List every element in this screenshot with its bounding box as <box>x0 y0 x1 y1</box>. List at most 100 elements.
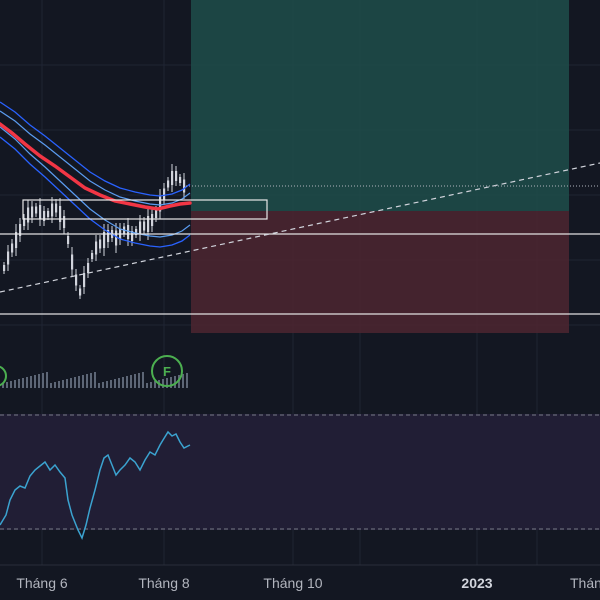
event-marker-f-label: F <box>163 364 171 379</box>
candle-body <box>99 239 102 249</box>
volume-bar <box>98 383 100 388</box>
volume-bar <box>66 379 68 388</box>
volume-bar <box>22 378 24 388</box>
volume-bar <box>138 373 140 388</box>
event-marker-f[interactable]: F <box>151 355 183 387</box>
volume-bar <box>118 378 120 388</box>
profit-zone[interactable] <box>191 0 569 211</box>
candle-body <box>103 232 106 248</box>
volume-bar <box>170 377 172 388</box>
candle-body <box>95 241 98 255</box>
channel-inner-upper-line <box>0 110 191 206</box>
trend-line[interactable] <box>0 162 600 293</box>
volume-bar <box>182 374 184 388</box>
oscillator-line <box>0 430 191 541</box>
x-tick-label: Tháng <box>570 575 600 591</box>
x-tick-label: Tháng 8 <box>138 575 190 591</box>
channel-inner-lower-line <box>0 126 191 238</box>
candle-body <box>11 243 14 253</box>
volume-bar <box>78 376 80 388</box>
candle-body <box>19 224 22 236</box>
candle-body <box>151 214 154 226</box>
oscillator-pane-background <box>0 414 600 530</box>
candle-body <box>75 274 78 286</box>
volume-bar <box>114 379 116 388</box>
channel-outer-upper-line <box>0 101 191 197</box>
candle-body <box>107 230 110 242</box>
candle-body <box>163 188 166 200</box>
volume-bar <box>90 373 92 388</box>
candle-body <box>71 254 74 270</box>
candle-body <box>143 221 146 231</box>
x-tick-label: Tháng 10 <box>263 575 322 591</box>
volume-bar <box>2 383 4 388</box>
x-tick-label-year: 2023 <box>461 575 492 591</box>
volume-bar <box>74 377 76 388</box>
volume-bar <box>34 375 36 388</box>
x-tick-label: Tháng 6 <box>16 575 68 591</box>
candle-body <box>91 253 94 259</box>
volume-bar <box>10 381 12 388</box>
candle-body <box>7 251 10 265</box>
volume-bar <box>122 377 124 388</box>
volume-bar <box>26 377 28 388</box>
volume-bar <box>50 383 52 388</box>
candle-body <box>3 265 6 271</box>
candle-body <box>139 221 142 235</box>
volume-bar <box>154 381 156 388</box>
candle-body <box>87 263 90 273</box>
candle-body <box>175 171 178 181</box>
candle-body <box>51 203 54 217</box>
volume-bar <box>86 374 88 388</box>
volume-bar <box>130 375 132 388</box>
supply-demand-box[interactable] <box>22 199 268 220</box>
candle-body <box>23 218 26 226</box>
range-box[interactable] <box>0 233 600 315</box>
loss-zone[interactable] <box>191 211 569 333</box>
volume-bars <box>2 372 188 388</box>
candle-body <box>47 211 50 217</box>
volume-bar <box>18 379 20 388</box>
candle-body <box>43 211 46 221</box>
volume-bar <box>106 381 108 388</box>
candle-body <box>159 196 162 212</box>
event-marker-e[interactable]: E <box>0 365 7 387</box>
candle-body <box>27 207 30 223</box>
candle-body <box>39 205 42 219</box>
candle-body <box>135 229 138 235</box>
candle-body <box>83 273 86 287</box>
volume-bar <box>42 373 44 388</box>
candle-body <box>35 206 38 214</box>
candle-body <box>59 206 62 222</box>
volume-bar <box>54 382 56 388</box>
volume-bar <box>46 372 48 388</box>
candle-body <box>131 231 134 241</box>
volume-bar <box>110 380 112 388</box>
candle-body <box>15 232 18 248</box>
candle-body <box>183 179 186 193</box>
candle-body <box>167 180 170 188</box>
candle-body <box>55 203 58 213</box>
candle-body <box>179 177 182 183</box>
volume-bar <box>94 372 96 388</box>
candle-body <box>155 210 158 218</box>
volume-bar <box>166 378 168 388</box>
volume-bar <box>38 374 40 388</box>
volume-bar <box>174 376 176 388</box>
moving-average-line <box>0 122 192 211</box>
candle-body <box>115 230 118 246</box>
volume-bar <box>142 372 144 388</box>
volume-bar <box>14 380 16 388</box>
volume-bar <box>162 379 164 388</box>
volume-bar <box>146 383 148 388</box>
volume-bar <box>150 382 152 388</box>
candle-body <box>79 288 82 296</box>
candle-body <box>171 171 174 185</box>
candle-body <box>67 236 70 244</box>
channel-outer-lower-line <box>0 136 191 248</box>
candlestick-series <box>3 164 186 299</box>
volume-bar <box>58 381 60 388</box>
volume-bar <box>62 380 64 388</box>
volume-bar <box>102 382 104 388</box>
